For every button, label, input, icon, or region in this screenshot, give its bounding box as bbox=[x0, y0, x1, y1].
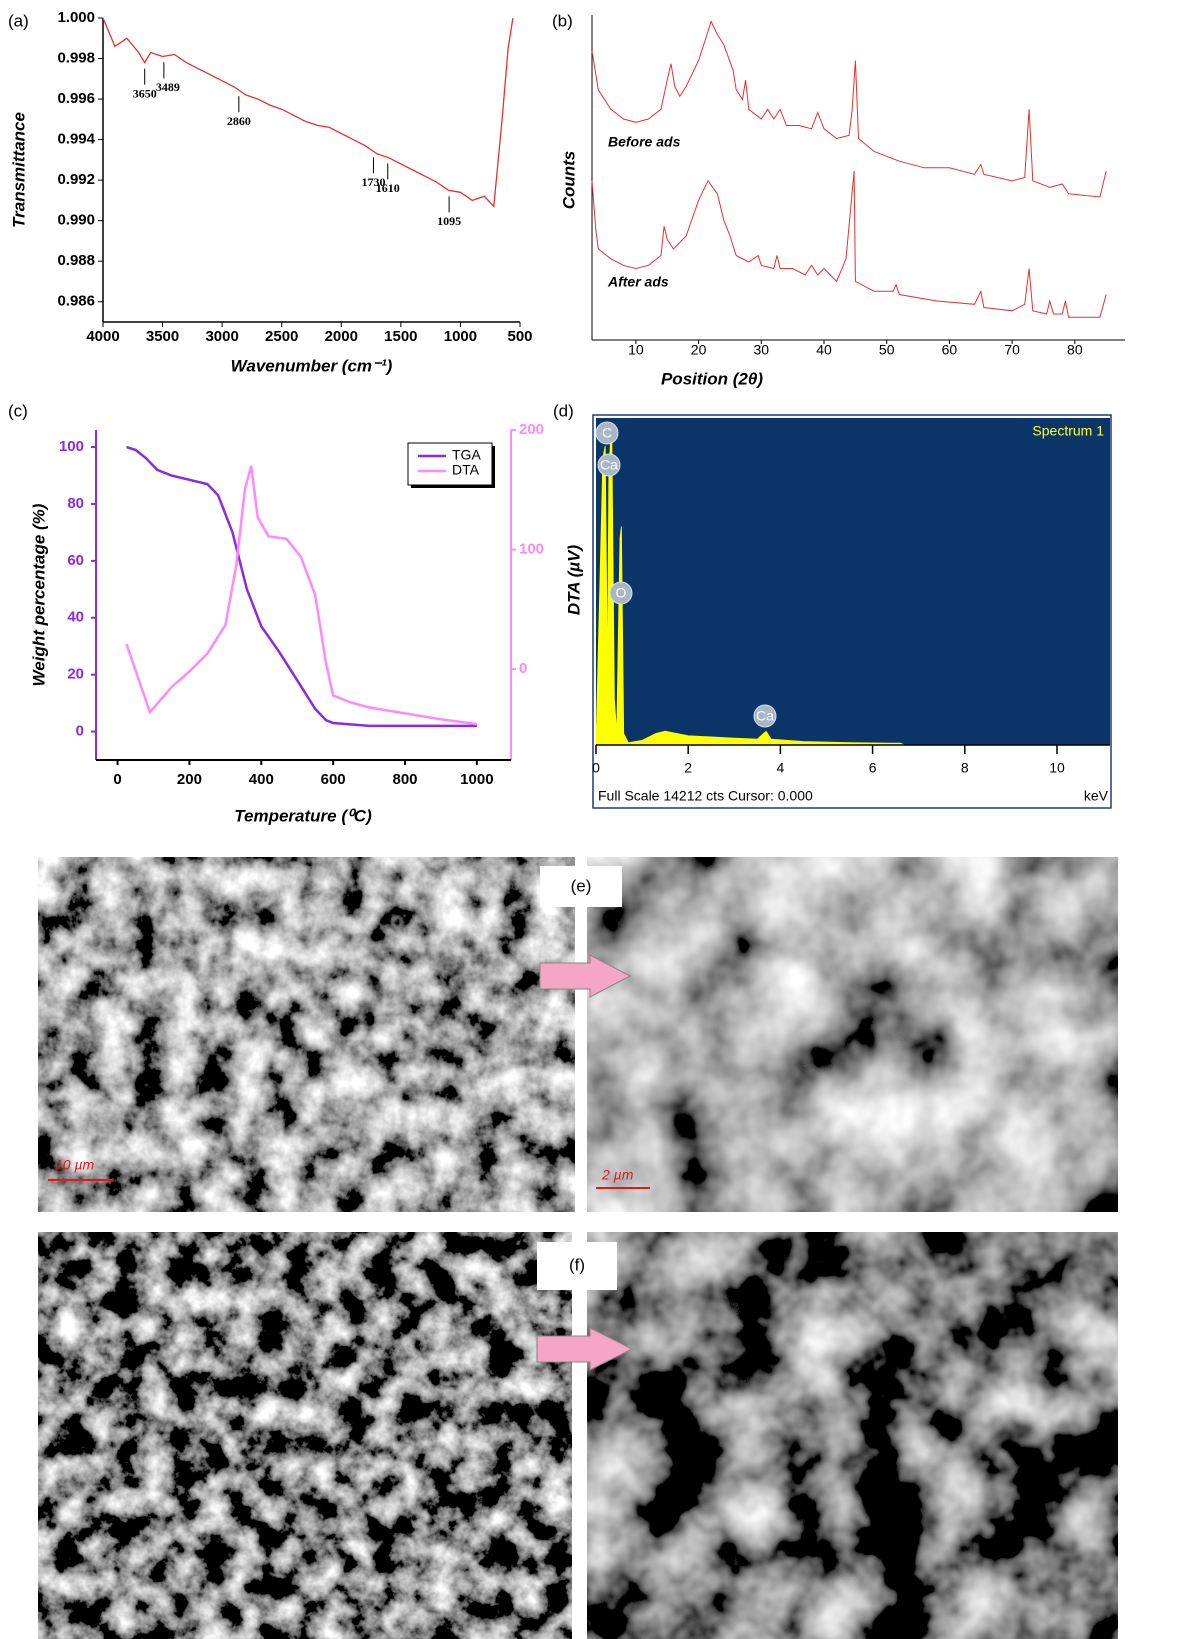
x-tick-label: 400 bbox=[249, 771, 274, 788]
panel-label: (d) bbox=[553, 401, 574, 420]
panel-label: (e) bbox=[571, 876, 592, 895]
sem-image bbox=[587, 1232, 1118, 1639]
x-tick-label: 50 bbox=[879, 342, 895, 358]
x-axis-label: Position (2θ) bbox=[661, 369, 763, 388]
x-axis-label: keV bbox=[1084, 788, 1109, 804]
x-tick-label: 600 bbox=[321, 771, 346, 788]
panel-a: (a) 1.000 0.998 0.996 0.994 0.992 0.990 0.988 0.… bbox=[8, 9, 533, 376]
annotation-label: 3489 bbox=[156, 80, 180, 94]
x-tick-label: 500 bbox=[507, 328, 532, 345]
x-tick-label: 1000 bbox=[460, 771, 493, 788]
x-tick-label: 8 bbox=[961, 760, 969, 776]
y-axis-label: Transmittance bbox=[9, 112, 28, 228]
x-tick-label: 0 bbox=[592, 760, 600, 776]
sem-image bbox=[38, 1232, 572, 1639]
plot-background bbox=[596, 418, 1110, 745]
y-tick-label: 100 bbox=[59, 438, 84, 455]
y-axis-label: Counts bbox=[559, 151, 578, 210]
peak-label: O bbox=[616, 585, 627, 601]
annotation-label: 2860 bbox=[227, 114, 251, 128]
spectrum-title: Spectrum 1 bbox=[1032, 423, 1104, 439]
y-tick-label: 0.996 bbox=[57, 90, 95, 107]
y-tick-label: 80 bbox=[67, 495, 84, 512]
annotation-label: 3650 bbox=[133, 86, 157, 100]
x-tick-label: 2000 bbox=[325, 328, 358, 345]
series-label: Before ads bbox=[608, 134, 681, 150]
y-tick-label: 40 bbox=[67, 609, 84, 626]
y2-tick-label: 100 bbox=[519, 541, 544, 558]
scale-bar-label: 2 µm bbox=[601, 1167, 634, 1183]
y-tick-label: 0.990 bbox=[57, 212, 95, 229]
y-tick-label: 0.986 bbox=[57, 293, 95, 310]
x-tick-label: 200 bbox=[177, 771, 202, 788]
x-tick-label: 70 bbox=[1004, 342, 1020, 358]
line bbox=[127, 447, 477, 726]
panel-d: (d) 0 2 4 6 8 10 Spectrum 1 Full Scale 14212 cts… bbox=[553, 401, 1111, 808]
panel-b: (b) 10 20 30 40 50 60 70 80 Counts Position (2θ) Be… bbox=[552, 11, 1125, 388]
line bbox=[592, 171, 1106, 317]
y-tick-label: 0.992 bbox=[57, 171, 95, 188]
line bbox=[592, 22, 1106, 198]
x-tick-label: 1500 bbox=[384, 328, 417, 345]
x-tick-label: 4000 bbox=[86, 328, 119, 345]
y2-axis-label: DTA (µV) bbox=[564, 545, 583, 616]
x-tick-label: 20 bbox=[691, 342, 707, 358]
scale-bar-label: 10 µm bbox=[55, 1157, 95, 1173]
x-tick-label: 40 bbox=[816, 342, 832, 358]
x-axis-label: Wavenumber (cm⁻¹) bbox=[231, 356, 393, 375]
y-tick-label: 1.000 bbox=[57, 9, 95, 26]
figure: (e) 10 µm 2 µm (f) (a) 1.000 0.998 0.996 0.9… bbox=[0, 0, 1177, 1639]
x-tick-label: 6 bbox=[869, 760, 877, 776]
x-axis-label: Temperature (⁰C) bbox=[234, 806, 372, 825]
y-tick-label: 0.988 bbox=[57, 252, 95, 269]
x-tick-label: 30 bbox=[754, 342, 770, 358]
panel-label: (f) bbox=[569, 1255, 585, 1274]
x-tick-label: 10 bbox=[1049, 760, 1065, 776]
line bbox=[103, 18, 513, 207]
x-tick-label: 2500 bbox=[265, 328, 298, 345]
y-tick-label: 60 bbox=[67, 552, 84, 569]
panel-label: (b) bbox=[552, 11, 573, 30]
x-tick-label: 3000 bbox=[205, 328, 238, 345]
y-tick-label: 0 bbox=[76, 723, 84, 740]
annotation-label: 1095 bbox=[437, 214, 461, 228]
peak-label: C bbox=[602, 425, 612, 441]
annotation-label: 1610 bbox=[376, 181, 400, 195]
x-tick-label: 80 bbox=[1067, 342, 1083, 358]
panel-label: (a) bbox=[8, 11, 29, 30]
x-tick-label: 60 bbox=[942, 342, 958, 358]
legend-label: DTA bbox=[452, 462, 480, 478]
y2-tick-label: 0 bbox=[519, 660, 527, 677]
x-tick-label: 0 bbox=[113, 771, 121, 788]
sem-image bbox=[38, 857, 575, 1212]
panel-label: (c) bbox=[8, 401, 28, 420]
series-label: After ads bbox=[607, 274, 669, 290]
x-tick-label: 10 bbox=[628, 342, 644, 358]
x-tick-label: 4 bbox=[776, 760, 784, 776]
y-tick-label: 0.998 bbox=[57, 50, 95, 67]
x-tick-label: 3500 bbox=[146, 328, 179, 345]
y2-tick-label: 200 bbox=[519, 421, 544, 438]
y-tick-label: 20 bbox=[67, 666, 84, 683]
y-tick-label: 0.994 bbox=[57, 131, 95, 148]
x-tick-label: 2 bbox=[684, 760, 692, 776]
peak-label: Ca bbox=[756, 708, 774, 724]
peak-label: Ca bbox=[600, 457, 618, 473]
x-tick-label: 1000 bbox=[444, 328, 477, 345]
x-tick-label: 800 bbox=[392, 771, 417, 788]
y-axis-label: Weight percentage (%) bbox=[29, 503, 48, 686]
footer: Full Scale 14212 cts Cursor: 0.000 bbox=[598, 788, 813, 804]
sem-image bbox=[587, 857, 1118, 1212]
legend-label: TGA bbox=[452, 447, 481, 463]
